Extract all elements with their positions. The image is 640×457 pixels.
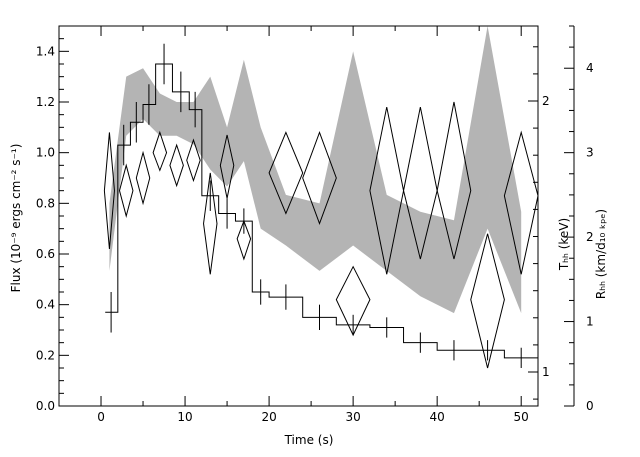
temperature-diamond bbox=[203, 172, 218, 275]
temperature-diamond bbox=[503, 130, 539, 275]
radius-band bbox=[109, 26, 522, 314]
temperature-diamond bbox=[335, 265, 371, 337]
temperature-diamond bbox=[103, 132, 115, 249]
y-axis-radius-label: Rₕₕ (km/d₁₀ ₖₚₑ) bbox=[594, 209, 608, 299]
x-tick-label: 50 bbox=[514, 410, 529, 424]
radius-tick-label: 3 bbox=[586, 146, 594, 160]
y-axis-left-label: Flux (10⁻⁹ ergs cm⁻² s⁻¹) bbox=[9, 144, 23, 293]
temperature-diamond bbox=[169, 143, 184, 188]
x-tick-label: 10 bbox=[177, 410, 192, 424]
temperature-diamonds bbox=[103, 101, 539, 369]
temperature-diamond bbox=[219, 134, 235, 199]
temperature-diamond bbox=[403, 106, 438, 260]
temperature-diamond bbox=[470, 233, 505, 369]
radius-tick-label: 4 bbox=[586, 61, 594, 75]
temperature-diamond bbox=[152, 130, 168, 172]
radius-tick-label: 1 bbox=[586, 315, 594, 329]
temperature-diamond bbox=[436, 101, 472, 260]
radius-tick-label: 0 bbox=[586, 399, 594, 413]
x-tick-label: 30 bbox=[345, 410, 360, 424]
axes: 0 10 20 30 40 500.00.20.40.60.81.01.21.412012… bbox=[36, 25, 594, 424]
y-tick-label-left: 0.8 bbox=[36, 196, 55, 210]
y-tick-label-left: 0.0 bbox=[36, 399, 55, 413]
x-tick-label: 40 bbox=[430, 410, 445, 424]
temperature-diamond bbox=[135, 150, 151, 206]
y-tick-label-left: 1.4 bbox=[36, 44, 55, 58]
y-tick-label-left: 0.6 bbox=[36, 247, 55, 261]
x-tick-label: 0 bbox=[97, 410, 105, 424]
y-tick-label-left: 1.2 bbox=[36, 95, 55, 109]
radius-tick-label: 2 bbox=[586, 230, 594, 244]
temperature-diamond bbox=[302, 130, 337, 226]
temperature-tick-label: 1 bbox=[542, 365, 550, 379]
temperature-diamond bbox=[369, 106, 405, 275]
x-tick-label: 20 bbox=[261, 410, 276, 424]
y-tick-label-left: 0.4 bbox=[36, 298, 55, 312]
temperature-tick-label: 2 bbox=[542, 94, 550, 108]
temperature-diamond bbox=[118, 163, 134, 218]
radius-band-area bbox=[109, 26, 522, 314]
x-axis-label: Time (s) bbox=[284, 433, 334, 447]
y-tick-label-left: 0.2 bbox=[36, 348, 55, 362]
temperature-diamond bbox=[236, 219, 252, 261]
temperature-diamond bbox=[268, 131, 304, 215]
temperature-diamond bbox=[186, 138, 201, 183]
y-axis-temperature-label: Tₕₕ (keV) bbox=[557, 218, 571, 271]
y-tick-label-left: 1.0 bbox=[36, 146, 55, 160]
